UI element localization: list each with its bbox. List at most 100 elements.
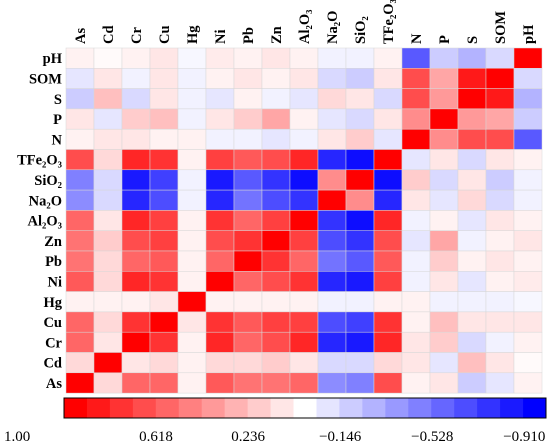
heatmap-cell	[205, 210, 235, 231]
heatmap-cell	[65, 210, 95, 231]
heatmap-cell	[65, 230, 95, 252]
heatmap-cell	[485, 88, 515, 110]
heatmap-cell	[289, 68, 319, 89]
heatmap-cell	[317, 88, 347, 110]
heatmap-cell	[149, 291, 179, 313]
heatmap-cell	[401, 189, 431, 211]
heatmap-cell	[261, 169, 291, 191]
heatmap-cell	[317, 291, 347, 313]
column-label: TFe₂O₃	[381, 0, 397, 44]
heatmap-cell	[373, 372, 403, 394]
heatmap-cell	[177, 230, 207, 252]
heatmap-cell	[429, 331, 459, 353]
heatmap-cell	[205, 189, 235, 211]
heatmap-cell	[205, 88, 235, 110]
heatmap-cell	[177, 331, 207, 353]
heatmap-cell	[149, 230, 179, 252]
row-label: pH	[43, 51, 63, 67]
row-label: As	[46, 376, 62, 392]
heatmap-cell	[233, 88, 263, 110]
heatmap-cell	[177, 311, 207, 333]
heatmap-cell	[429, 291, 459, 313]
heatmap-cell	[429, 230, 459, 252]
heatmap-cell	[205, 250, 235, 272]
heatmap-cell	[65, 372, 95, 394]
heatmap-cell	[457, 372, 487, 394]
heatmap-cell	[93, 372, 123, 394]
heatmap-cell	[149, 271, 179, 292]
colorbar-swatch	[178, 398, 203, 418]
heatmap-cell	[149, 250, 179, 272]
heatmap-cell	[401, 372, 431, 394]
heatmap-cell	[177, 108, 207, 130]
heatmap-cell	[485, 372, 515, 394]
heatmap-cell	[345, 88, 375, 110]
heatmap-cell	[485, 311, 515, 333]
heatmap-cell	[93, 108, 123, 130]
heatmap-cell	[457, 230, 487, 252]
heatmap-cell	[177, 291, 207, 313]
heatmap-cell	[65, 250, 95, 272]
heatmap-cell	[121, 311, 151, 333]
heatmap-cell	[345, 352, 375, 374]
heatmap-cell	[65, 128, 95, 150]
heatmap-cell	[317, 352, 347, 374]
heatmap-cell	[177, 149, 207, 171]
heatmap-cell	[429, 149, 459, 171]
heatmap-cell	[485, 230, 515, 252]
heatmap-cell	[401, 68, 431, 89]
heatmap-cell	[289, 331, 319, 353]
heatmap-cell	[289, 372, 319, 394]
heatmap-cell	[485, 108, 515, 130]
heatmap-cell	[457, 128, 487, 150]
heatmap-cell	[65, 47, 95, 69]
colorbar-swatch	[201, 398, 226, 418]
heatmap-cell	[289, 47, 319, 69]
colorbar-swatch	[293, 398, 317, 418]
heatmap-cell	[233, 128, 263, 150]
heatmap-cell	[261, 311, 291, 333]
heatmap-cell	[233, 291, 263, 313]
colorbar-swatch	[339, 398, 363, 418]
heatmap-cell	[513, 311, 543, 333]
heatmap-cell	[233, 311, 263, 333]
row-label: Pb	[45, 254, 62, 270]
heatmap-cell	[233, 372, 263, 394]
heatmap-cell	[177, 128, 207, 150]
colorbar-swatch	[86, 398, 111, 418]
colorbar-swatch	[132, 398, 157, 418]
heatmap-cell	[401, 271, 431, 292]
heatmap-cell	[65, 331, 95, 353]
heatmap-cell	[65, 169, 95, 191]
heatmap-cell	[373, 88, 403, 110]
heatmap-cell	[65, 88, 95, 110]
heatmap-cell	[317, 128, 347, 150]
heatmap-cell	[457, 149, 487, 171]
heatmap-cell	[345, 47, 375, 69]
heatmap-cell	[233, 169, 263, 191]
column-label: Ni	[213, 30, 229, 45]
heatmap-cell	[457, 271, 487, 292]
heatmap-cell	[177, 88, 207, 110]
heatmap-cell	[317, 372, 347, 394]
heatmap-cell	[317, 210, 347, 231]
colorbar-swatch	[523, 398, 547, 418]
heatmap-cell	[261, 47, 291, 69]
heatmap-cell	[149, 189, 179, 211]
heatmap-cell	[513, 108, 543, 130]
heatmap-cell	[317, 108, 347, 130]
colorbar-swatch	[362, 398, 386, 418]
heatmap-cell	[373, 210, 403, 231]
heatmap-cell	[177, 250, 207, 272]
heatmap-cell	[373, 331, 403, 353]
heatmap-cell	[457, 47, 487, 69]
heatmap-cell	[177, 47, 207, 69]
heatmap-cell	[93, 230, 123, 252]
heatmap-cell	[93, 311, 123, 333]
heatmap-cells	[65, 47, 543, 394]
heatmap-cell	[65, 68, 95, 89]
colorbar-swatch	[155, 398, 180, 418]
colorbar-tick-label: 0.236	[231, 429, 265, 445]
heatmap-cell	[149, 372, 179, 394]
column-label: SOM	[493, 11, 509, 44]
